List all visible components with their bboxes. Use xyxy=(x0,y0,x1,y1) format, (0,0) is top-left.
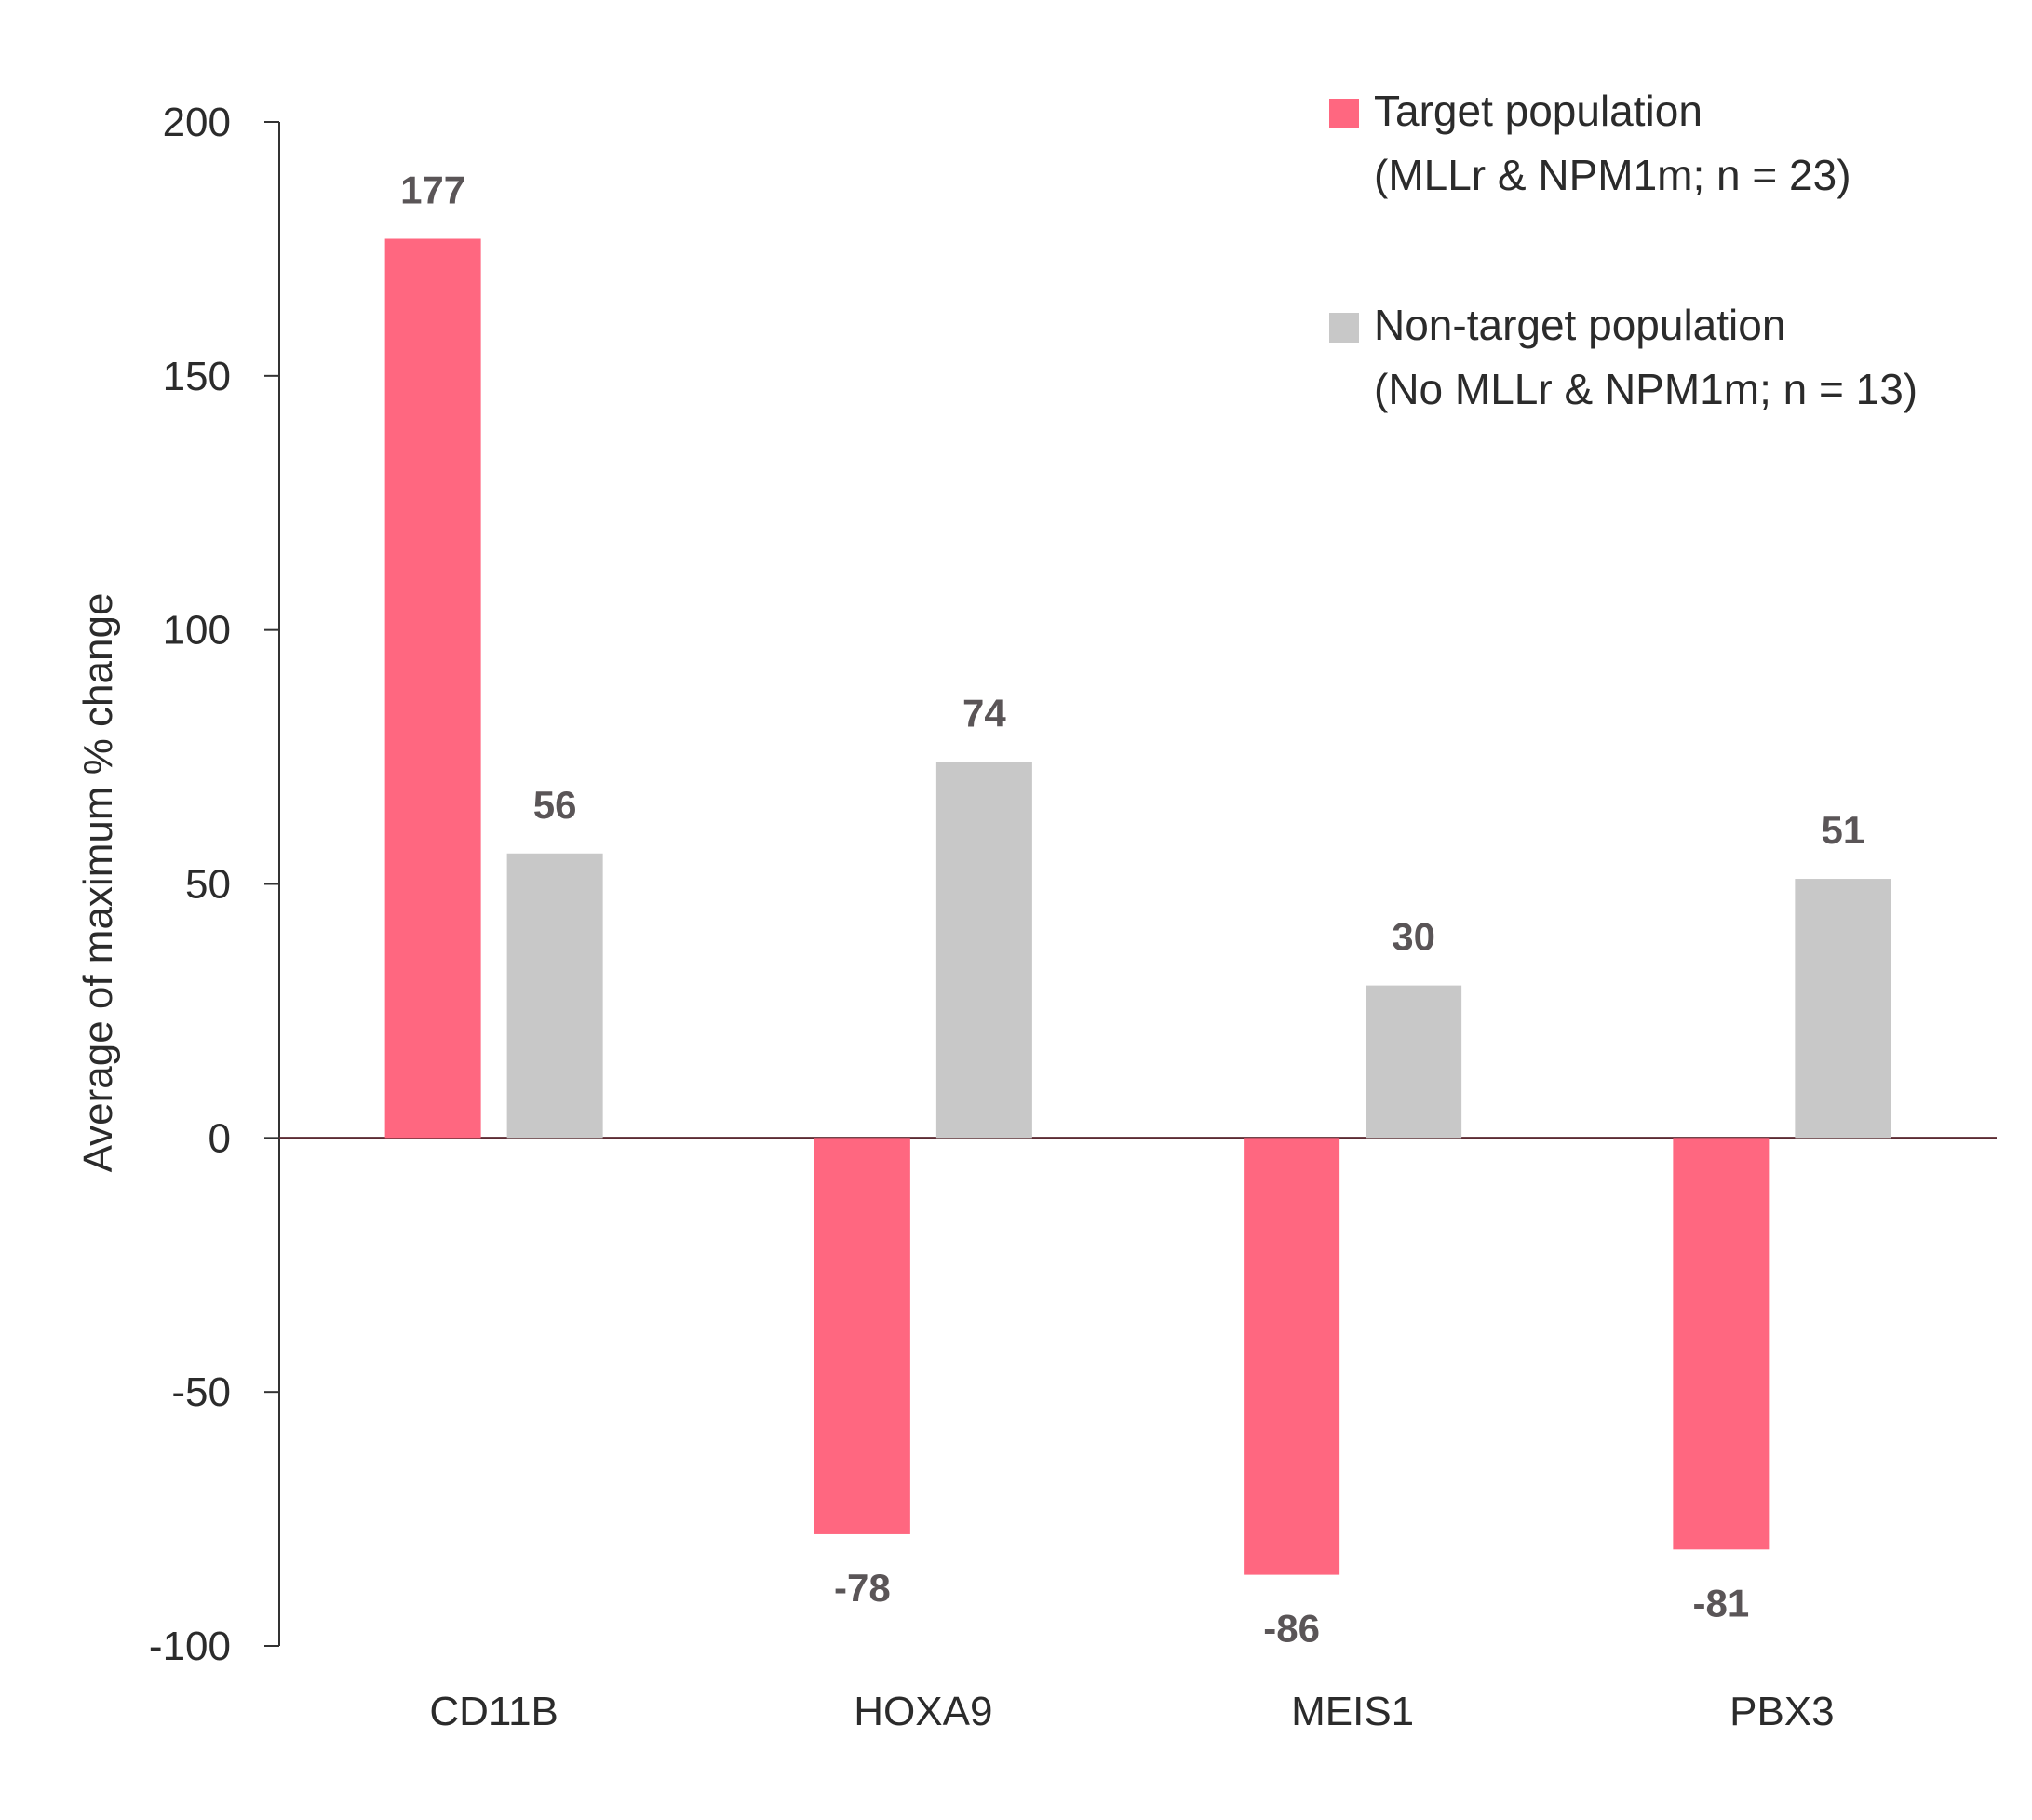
y-tick-label: -100 xyxy=(149,1624,231,1669)
data-label: 56 xyxy=(533,783,577,827)
legend: Target population (MLLr & NPM1m; n = 23) N… xyxy=(1329,87,1918,413)
bar-cd11b-series-2 xyxy=(506,853,603,1139)
data-label: 74 xyxy=(962,692,1006,735)
y-axis: 200 150 100 50 0 -50 -100 xyxy=(149,100,280,1669)
y-tick-label: 50 xyxy=(185,862,231,908)
legend-swatch xyxy=(1329,313,1359,343)
bar-cd11b-series-1 xyxy=(384,238,481,1139)
bar-meis1-series-1 xyxy=(1244,1138,1340,1575)
legend-label: Target population xyxy=(1374,87,1702,135)
data-label: 177 xyxy=(400,169,465,212)
y-tick-label: 0 xyxy=(209,1115,231,1161)
x-category-label: MEIS1 xyxy=(1291,1689,1414,1734)
data-label: -81 xyxy=(1693,1581,1750,1625)
legend-label-detail: (MLLr & NPM1m; n = 23) xyxy=(1374,151,1851,199)
legend-label-detail: (No MLLr & NPM1m; n = 13) xyxy=(1374,365,1918,413)
bar-pbx3-series-1 xyxy=(1673,1138,1770,1550)
y-tick-label: 150 xyxy=(163,354,231,399)
y-tick-label: 100 xyxy=(163,608,231,654)
x-category-label: PBX3 xyxy=(1729,1689,1835,1734)
bar-hoxa9-series-2 xyxy=(935,762,1032,1139)
bars xyxy=(384,238,1891,1575)
y-axis-title: Average of maximum % change xyxy=(75,593,121,1173)
value-labels: 177 56 -78 74 -86 30 -81 51 xyxy=(400,169,1864,1651)
legend-swatch xyxy=(1329,99,1359,128)
y-tick-label: -50 xyxy=(171,1369,231,1415)
legend-label: Non-target population xyxy=(1374,301,1785,349)
bar-meis1-series-2 xyxy=(1366,985,1462,1139)
bar-hoxa9-series-1 xyxy=(814,1138,910,1534)
x-axis-labels: CD11B HOXA9 MEIS1 PBX3 xyxy=(429,1689,1834,1734)
x-category-label: HOXA9 xyxy=(854,1689,992,1734)
data-label: -78 xyxy=(834,1566,891,1610)
data-label: 51 xyxy=(1822,808,1865,852)
x-category-label: CD11B xyxy=(429,1689,558,1734)
data-label: 30 xyxy=(1392,915,1435,959)
bar-pbx3-series-2 xyxy=(1795,879,1891,1139)
data-label: -86 xyxy=(1263,1607,1320,1651)
y-tick-label: 200 xyxy=(163,100,231,145)
